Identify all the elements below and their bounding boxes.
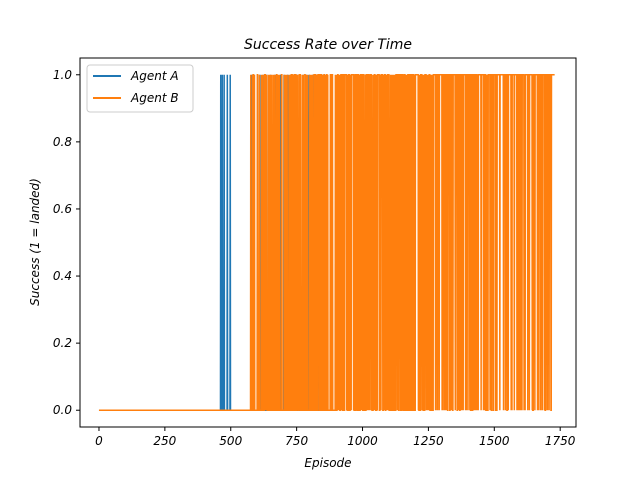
x-tick-label: 1250: [413, 434, 444, 448]
plot-area-frame: [79, 57, 577, 428]
series-line-agent-b: [98, 74, 555, 411]
x-axis: 0 250 500 750 1000 1250 1500 1750: [95, 427, 576, 448]
y-axis-label: Success (1 = landed): [28, 178, 42, 306]
legend-label-agent-a: Agent A: [130, 69, 179, 83]
y-tick-label: 0.6: [53, 202, 72, 216]
chart-title: Success Rate over Time: [244, 37, 412, 53]
x-tick-label: 1500: [479, 434, 510, 448]
y-tick-label: 0.4: [53, 269, 72, 283]
y-tick-label: 0.8: [53, 135, 72, 149]
y-axis: 0.0 0.2 0.4 0.6 0.8 1.0: [53, 68, 80, 417]
plot-lines: [98, 74, 555, 411]
x-tick-label: 750: [285, 434, 308, 448]
legend-label-agent-b: Agent B: [130, 91, 179, 105]
y-tick-label: 0.0: [53, 403, 72, 417]
x-tick-label: 1750: [545, 434, 576, 448]
x-tick-label: 250: [153, 434, 176, 448]
x-tick-label: 0: [95, 434, 103, 448]
legend: Agent A Agent B: [86, 64, 194, 113]
y-tick-label: 0.2: [53, 336, 72, 350]
x-tick-label: 1000: [347, 434, 378, 448]
y-tick-label: 1.0: [53, 68, 72, 82]
x-tick-label: 500: [219, 434, 242, 448]
x-axis-label: Episode: [304, 456, 351, 470]
